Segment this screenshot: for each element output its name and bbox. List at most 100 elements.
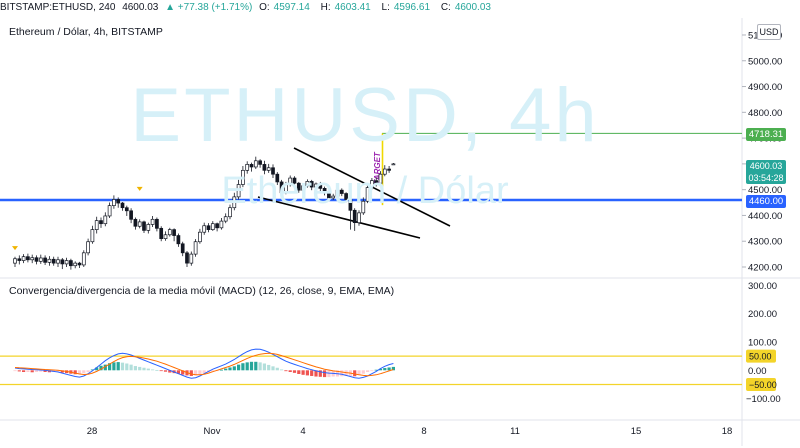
macd-histogram-bar	[237, 364, 241, 371]
symbol-label[interactable]: BITSTAMP:ETHUSD, 240	[0, 2, 116, 13]
macd-histogram-bar	[99, 365, 103, 371]
macd-histogram-bar	[155, 370, 159, 371]
candle-body	[391, 163, 396, 166]
symbol-info-bar: BITSTAMP:ETHUSD, 240 4600.03 ▲ +77.38 (+…	[0, 0, 800, 16]
wedge-lower-line	[257, 196, 421, 239]
macd-histogram-bar	[181, 370, 185, 375]
macd-histogram-bar	[103, 364, 107, 371]
macd-histogram-bar	[34, 370, 39, 372]
candle-body	[64, 260, 69, 265]
macd-level-tag	[746, 349, 776, 363]
candle-body	[370, 180, 374, 188]
price-tick-label: 4800.00	[748, 108, 782, 119]
fractal-marker	[136, 186, 143, 191]
macd-level-tag	[746, 377, 776, 391]
macd-histogram-bar	[202, 370, 206, 374]
candle-body	[124, 207, 129, 212]
candle-body	[155, 218, 159, 229]
open-value: 4597.14	[273, 2, 310, 13]
candle-body	[284, 184, 288, 194]
macd-histogram-bar	[39, 370, 43, 372]
candle-body	[103, 215, 108, 225]
price-tick-label: 4500.00	[748, 185, 782, 196]
candle-body	[94, 220, 99, 230]
macd-histogram-bar	[374, 369, 378, 371]
candle-body	[185, 252, 189, 264]
candle-body	[361, 200, 366, 214]
macd-histogram-bar	[17, 370, 21, 372]
ohlc-close: C: 4600.03	[441, 2, 495, 13]
macd-histogram-bar	[133, 366, 137, 371]
macd-histogram-bar	[77, 370, 82, 374]
candle-body	[318, 183, 323, 189]
macd-histogram-bar	[224, 368, 228, 371]
candle-body	[43, 257, 47, 263]
candle-body	[198, 231, 202, 243]
candle-body	[210, 223, 215, 230]
macd-histogram-bar	[280, 369, 284, 371]
time-tick-label: 4	[300, 426, 305, 437]
candle-body	[159, 227, 164, 239]
main-pane-title: Ethereum / Dólar, 4h, BITSTAMP	[9, 26, 163, 38]
macd-histogram-bar	[142, 367, 146, 371]
candle-body	[167, 229, 172, 236]
candle-body	[73, 262, 78, 267]
currency-button[interactable]: USD	[757, 24, 781, 40]
support-price-tag: 4460.00	[746, 195, 786, 208]
candle-body	[331, 195, 336, 199]
high-label: H:	[320, 2, 331, 13]
macd-level-label: 50.00	[749, 352, 772, 362]
candle-body	[292, 177, 297, 184]
target-price-tag: 4718.31	[746, 128, 786, 141]
macd-histogram-bar	[176, 370, 180, 374]
macd-histogram-bar	[60, 370, 64, 373]
macd-histogram-bar	[305, 370, 309, 376]
macd-histogram-bar	[56, 370, 60, 372]
candle-body	[228, 207, 232, 218]
macd-tick-label: 0.00	[748, 366, 767, 377]
macd-histogram-bar	[245, 362, 249, 371]
candle-body	[219, 220, 224, 229]
fractal-marker	[12, 246, 18, 251]
macd-histogram-bar	[22, 370, 26, 372]
candle-body	[387, 168, 391, 171]
macd-histogram-bar	[43, 370, 47, 372]
candle-body	[116, 199, 121, 204]
candle-body	[378, 173, 383, 184]
open-label: O:	[259, 2, 270, 13]
macd-histogram-bar	[163, 370, 168, 372]
macd-histogram-bar	[327, 370, 331, 378]
price-tick-label: 4900.00	[748, 82, 782, 93]
macd-histogram-bar	[340, 370, 344, 377]
macd-histogram-bar	[129, 364, 133, 371]
candle-body	[51, 258, 56, 264]
candle-body	[335, 189, 340, 197]
macd-histogram-bar	[189, 370, 193, 376]
macd-histogram-bar	[254, 361, 258, 371]
macd-tick-label: 200.00	[748, 309, 777, 320]
macd-histogram-bar	[73, 370, 77, 375]
candle-body	[236, 184, 241, 198]
macd-histogram-bar	[275, 367, 279, 371]
candle-body	[206, 225, 211, 230]
candle-body	[172, 229, 176, 236]
candle-body	[17, 258, 22, 261]
candle-body	[275, 173, 280, 183]
candle-body	[202, 225, 207, 233]
candle-body	[38, 257, 43, 262]
macd-histogram-bar	[288, 370, 292, 372]
macd-histogram-bar	[271, 366, 275, 371]
time-tick-label: 15	[631, 426, 642, 437]
macd-histogram-bar	[267, 364, 271, 371]
candle-body	[26, 256, 30, 261]
time-tick-label: 18	[722, 426, 733, 437]
macd-histogram-bar	[138, 366, 142, 371]
candle-body	[301, 185, 305, 191]
macd-histogram-bar	[116, 362, 120, 371]
candle-body	[137, 221, 142, 227]
candle-body	[279, 181, 284, 194]
candle-body	[344, 193, 348, 200]
candle-body	[86, 241, 90, 254]
macd-histogram-bar	[90, 369, 94, 371]
